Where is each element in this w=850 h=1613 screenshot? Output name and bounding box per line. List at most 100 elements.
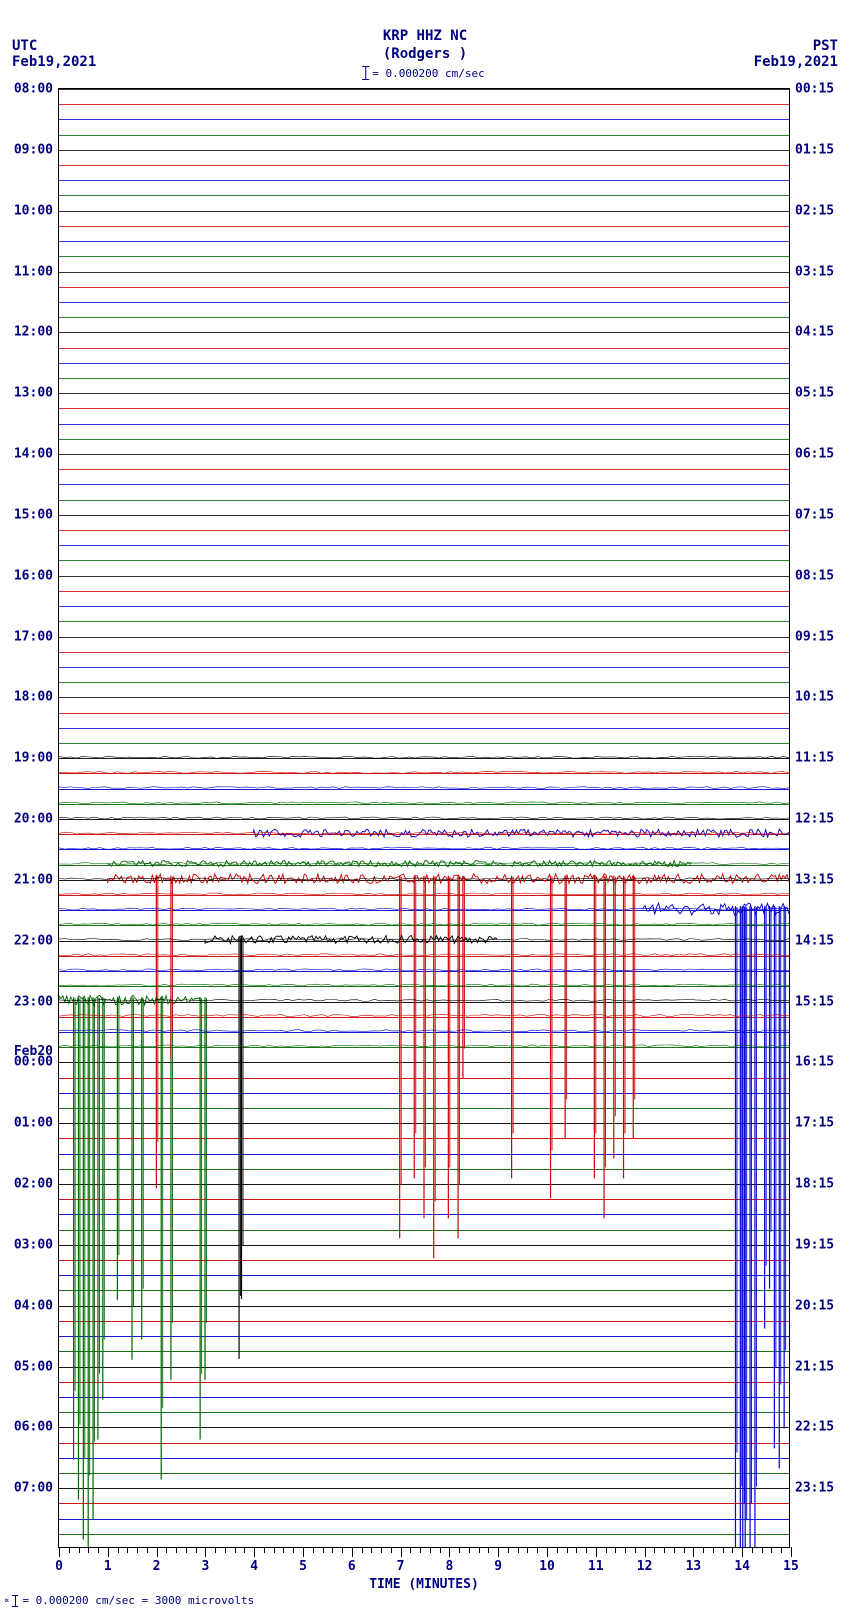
x-tick-minor bbox=[625, 1547, 626, 1553]
x-tick-minor bbox=[186, 1547, 187, 1553]
date-right: Feb19,2021 bbox=[754, 54, 838, 70]
trace-line bbox=[59, 1230, 789, 1231]
y-label-right: 22:15 bbox=[795, 1420, 834, 1435]
trace-line bbox=[59, 393, 789, 394]
trace-line bbox=[59, 667, 789, 668]
trace-line bbox=[59, 941, 789, 942]
trace-line bbox=[59, 256, 789, 257]
x-tick-minor bbox=[313, 1547, 314, 1553]
trace-line bbox=[59, 1002, 789, 1003]
x-tick-minor bbox=[118, 1547, 119, 1553]
trace-line bbox=[59, 408, 789, 409]
scale-indicator: = 0.000200 cm/sec bbox=[365, 66, 485, 80]
x-tick-minor bbox=[69, 1547, 70, 1553]
trace-line bbox=[59, 104, 789, 105]
trace-line bbox=[59, 287, 789, 288]
scale-text: = 0.000200 cm/sec bbox=[372, 67, 485, 80]
y-label-left: 14:00 bbox=[14, 447, 53, 462]
trace-line bbox=[59, 1503, 789, 1504]
trace-line bbox=[59, 348, 789, 349]
trace-line bbox=[59, 484, 789, 485]
trace-line bbox=[59, 530, 789, 531]
header-right: PST Feb19,2021 bbox=[754, 38, 838, 70]
x-tick-minor bbox=[635, 1547, 636, 1553]
trace-line bbox=[59, 1123, 789, 1124]
x-tick bbox=[645, 1547, 646, 1557]
y-label-left: 01:00 bbox=[14, 1116, 53, 1131]
y-label-right: 03:15 bbox=[795, 264, 834, 279]
trace-line bbox=[59, 241, 789, 242]
trace-line bbox=[59, 1093, 789, 1094]
y-label-right: 20:15 bbox=[795, 1298, 834, 1313]
x-tick bbox=[303, 1547, 304, 1557]
x-tick-minor bbox=[391, 1547, 392, 1553]
trace-line bbox=[59, 363, 789, 364]
x-tick-minor bbox=[381, 1547, 382, 1553]
x-tick-minor bbox=[508, 1547, 509, 1553]
y-label-right: 15:15 bbox=[795, 994, 834, 1009]
x-tick-label: 13 bbox=[686, 1559, 702, 1574]
trace-line bbox=[59, 758, 789, 759]
x-tick-minor bbox=[576, 1547, 577, 1553]
y-label-left: 17:00 bbox=[14, 629, 53, 644]
x-tick-minor bbox=[762, 1547, 763, 1553]
x-tick-minor bbox=[752, 1547, 753, 1553]
trace-line bbox=[59, 849, 789, 850]
x-tick-minor bbox=[615, 1547, 616, 1553]
trace-line bbox=[59, 515, 789, 516]
y-label-right: 16:15 bbox=[795, 1055, 834, 1070]
trace-line bbox=[59, 272, 789, 273]
x-tick-minor bbox=[147, 1547, 148, 1553]
x-tick-minor bbox=[235, 1547, 236, 1553]
x-tick-minor bbox=[586, 1547, 587, 1553]
trace-line bbox=[59, 1443, 789, 1444]
trace-line bbox=[59, 1367, 789, 1368]
x-tick bbox=[352, 1547, 353, 1557]
x-tick-label: 6 bbox=[348, 1559, 356, 1574]
x-tick bbox=[547, 1547, 548, 1557]
trace-line bbox=[59, 1017, 789, 1018]
y-label-left: 02:00 bbox=[14, 1177, 53, 1192]
trace-line bbox=[59, 986, 789, 987]
x-tick-minor bbox=[127, 1547, 128, 1553]
trace-line bbox=[59, 560, 789, 561]
x-tick bbox=[693, 1547, 694, 1557]
trace-line bbox=[59, 424, 789, 425]
y-label-right: 14:15 bbox=[795, 933, 834, 948]
x-tick-minor bbox=[567, 1547, 568, 1553]
y-label-right: 18:15 bbox=[795, 1177, 834, 1192]
trace-line bbox=[59, 500, 789, 501]
trace-line bbox=[59, 378, 789, 379]
y-label-left: 07:00 bbox=[14, 1481, 53, 1496]
trace-line bbox=[59, 576, 789, 577]
x-tick bbox=[205, 1547, 206, 1557]
x-tick bbox=[791, 1547, 792, 1557]
y-label-left: 16:00 bbox=[14, 568, 53, 583]
trace-line bbox=[59, 1427, 789, 1428]
x-tick-minor bbox=[196, 1547, 197, 1553]
x-tick-minor bbox=[479, 1547, 480, 1553]
trace-line bbox=[59, 591, 789, 592]
trace-line bbox=[59, 469, 789, 470]
x-tick-minor bbox=[420, 1547, 421, 1553]
x-tick-label: 15 bbox=[783, 1559, 799, 1574]
trace-line bbox=[59, 211, 789, 212]
y-label-left: 13:00 bbox=[14, 386, 53, 401]
trace-line bbox=[59, 1519, 789, 1520]
y-label-right: 02:15 bbox=[795, 203, 834, 218]
x-tick-minor bbox=[342, 1547, 343, 1553]
trace-line bbox=[59, 135, 789, 136]
trace-line bbox=[59, 119, 789, 120]
trace-line bbox=[59, 1306, 789, 1307]
trace-line bbox=[59, 1321, 789, 1322]
trace-line bbox=[59, 1534, 789, 1535]
x-tick-label: 10 bbox=[539, 1559, 555, 1574]
x-tick-minor bbox=[176, 1547, 177, 1553]
x-tick-label: 14 bbox=[734, 1559, 750, 1574]
x-tick-minor bbox=[215, 1547, 216, 1553]
x-tick-minor bbox=[469, 1547, 470, 1553]
trace-line bbox=[59, 621, 789, 622]
chart-header: KRP HHZ NC (Rodgers ) bbox=[0, 28, 850, 62]
x-tick-minor bbox=[98, 1547, 99, 1553]
footer-scale: ∝ = 0.000200 cm/sec = 3000 microvolts bbox=[4, 1594, 254, 1607]
